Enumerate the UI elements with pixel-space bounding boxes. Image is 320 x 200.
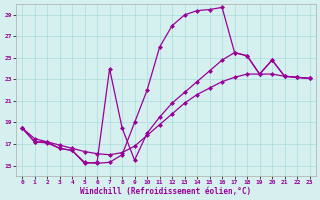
X-axis label: Windchill (Refroidissement éolien,°C): Windchill (Refroidissement éolien,°C) xyxy=(80,187,252,196)
